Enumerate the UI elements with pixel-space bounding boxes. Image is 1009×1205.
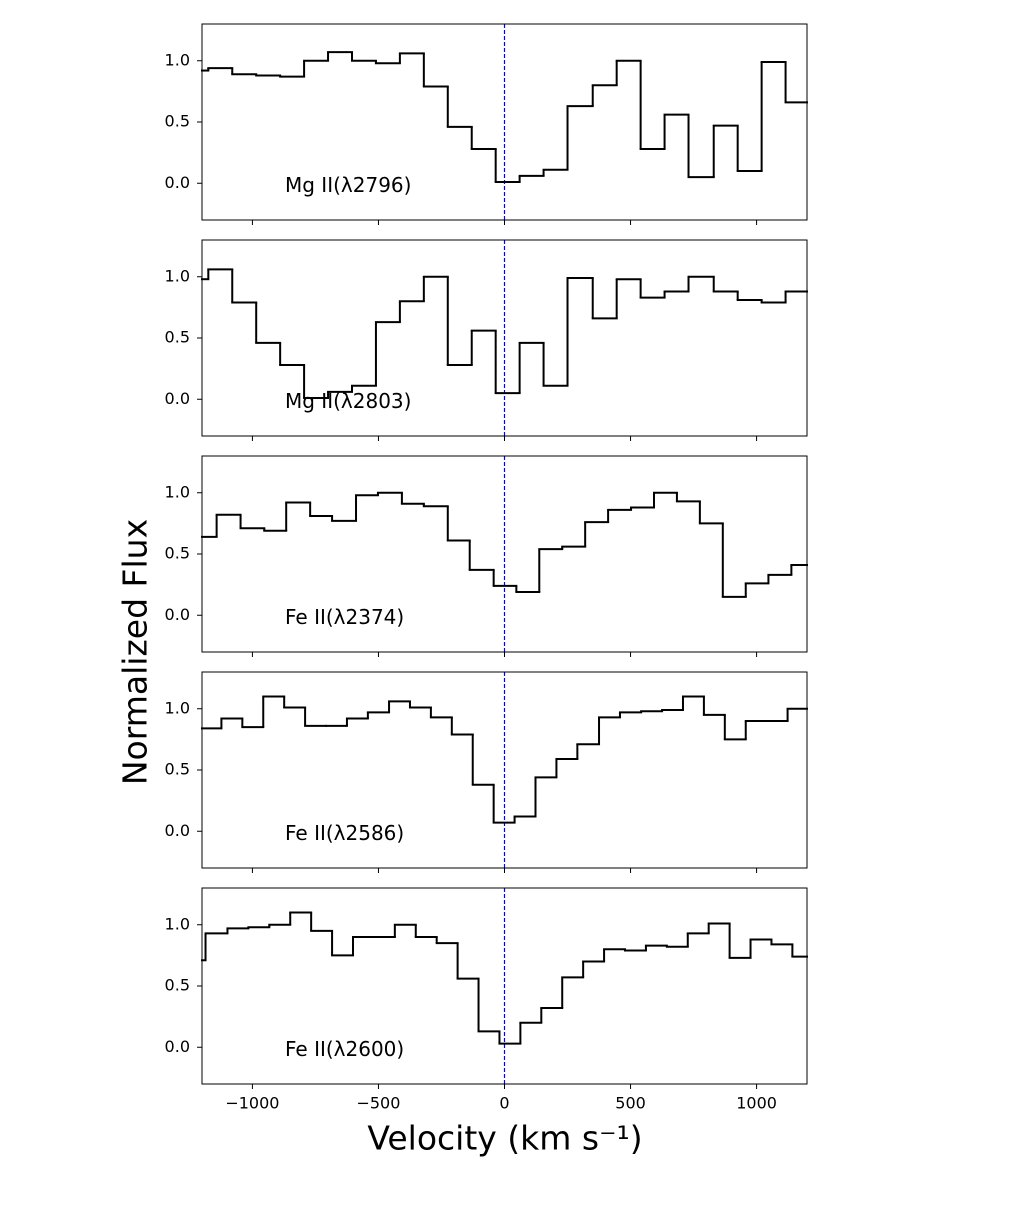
y-tick-label: 0.0: [165, 605, 190, 624]
line-label: Mg II(λ2796): [285, 173, 411, 197]
y-tick-label: 0.5: [165, 112, 190, 131]
y-tick-label: 1.0: [165, 698, 190, 717]
x-tick-label: 1000: [736, 1094, 777, 1113]
line-label: Fe II(λ2374): [285, 605, 404, 629]
y-tick-label: 0.5: [165, 760, 190, 779]
y-tick-label: 0.0: [165, 389, 190, 408]
line-label: Mg II(λ2803): [285, 389, 411, 413]
x-tick-label: −500: [356, 1094, 400, 1113]
y-tick-label: 0.0: [165, 821, 190, 840]
y-tick-label: 1.0: [165, 266, 190, 285]
y-tick-label: 0.5: [165, 544, 190, 563]
axes-frame: [201, 239, 808, 437]
axes-frame: [201, 455, 808, 653]
y-tick-label: 0.0: [165, 1037, 190, 1056]
y-axis-label: Normalized Flux: [116, 519, 155, 785]
x-tick-label: −1000: [225, 1094, 279, 1113]
axes-frame: [201, 23, 808, 221]
y-tick-label: 1.0: [165, 50, 190, 69]
x-tick-label: 0: [499, 1094, 509, 1113]
axes-frame: [201, 887, 808, 1085]
y-tick-label: 1.0: [165, 914, 190, 933]
x-tick-label: 500: [615, 1094, 646, 1113]
y-tick-label: 1.0: [165, 482, 190, 501]
y-tick-label: 0.5: [165, 976, 190, 995]
y-tick-label: 0.5: [165, 328, 190, 347]
axes-frame: [201, 671, 808, 869]
x-axis-label: Velocity (km s⁻¹): [367, 1119, 642, 1158]
line-label: Fe II(λ2600): [285, 1037, 404, 1061]
line-label: Fe II(λ2586): [285, 821, 404, 845]
y-tick-label: 0.0: [165, 173, 190, 192]
